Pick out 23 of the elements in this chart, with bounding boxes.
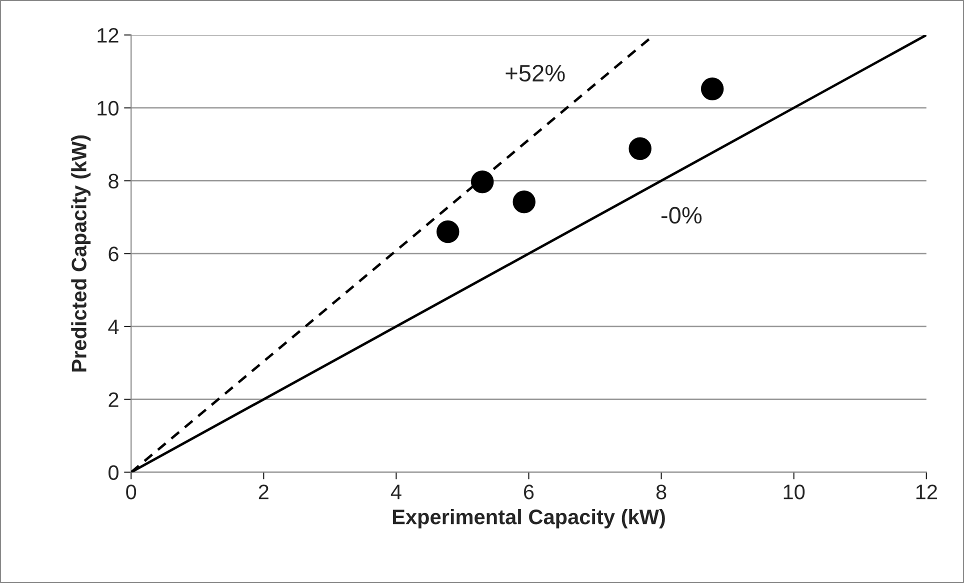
x-tick-label: 4 — [390, 484, 402, 500]
annotation: +52% — [506, 64, 565, 82]
x-tick-label: 6 — [524, 484, 534, 500]
point — [436, 220, 460, 244]
annotation: -0% — [662, 206, 702, 224]
x-tick-label: 10 — [784, 484, 805, 500]
y-tick-label: 4 — [108, 320, 119, 334]
x-axis-title: Experimental Capacity (kW) — [392, 509, 665, 528]
point — [700, 78, 724, 100]
y-tick-label: 12 — [98, 28, 118, 43]
y-tick-label: 10 — [98, 100, 118, 116]
point — [628, 137, 652, 160]
x-tick-label: 8 — [656, 484, 666, 500]
y-axis-title: Predicted Capacity (kW) — [71, 135, 91, 372]
x-tick-label: 0 — [126, 484, 136, 500]
y-tick-label: 0 — [108, 465, 118, 480]
point — [470, 170, 494, 194]
y-tick-label: 6 — [108, 246, 118, 262]
x-tick-label: 12 — [916, 484, 937, 500]
y-tick-label: 8 — [108, 174, 118, 188]
x-tick-label: 2 — [258, 484, 268, 500]
y-tick-label: 2 — [108, 392, 118, 407]
point — [512, 190, 536, 214]
